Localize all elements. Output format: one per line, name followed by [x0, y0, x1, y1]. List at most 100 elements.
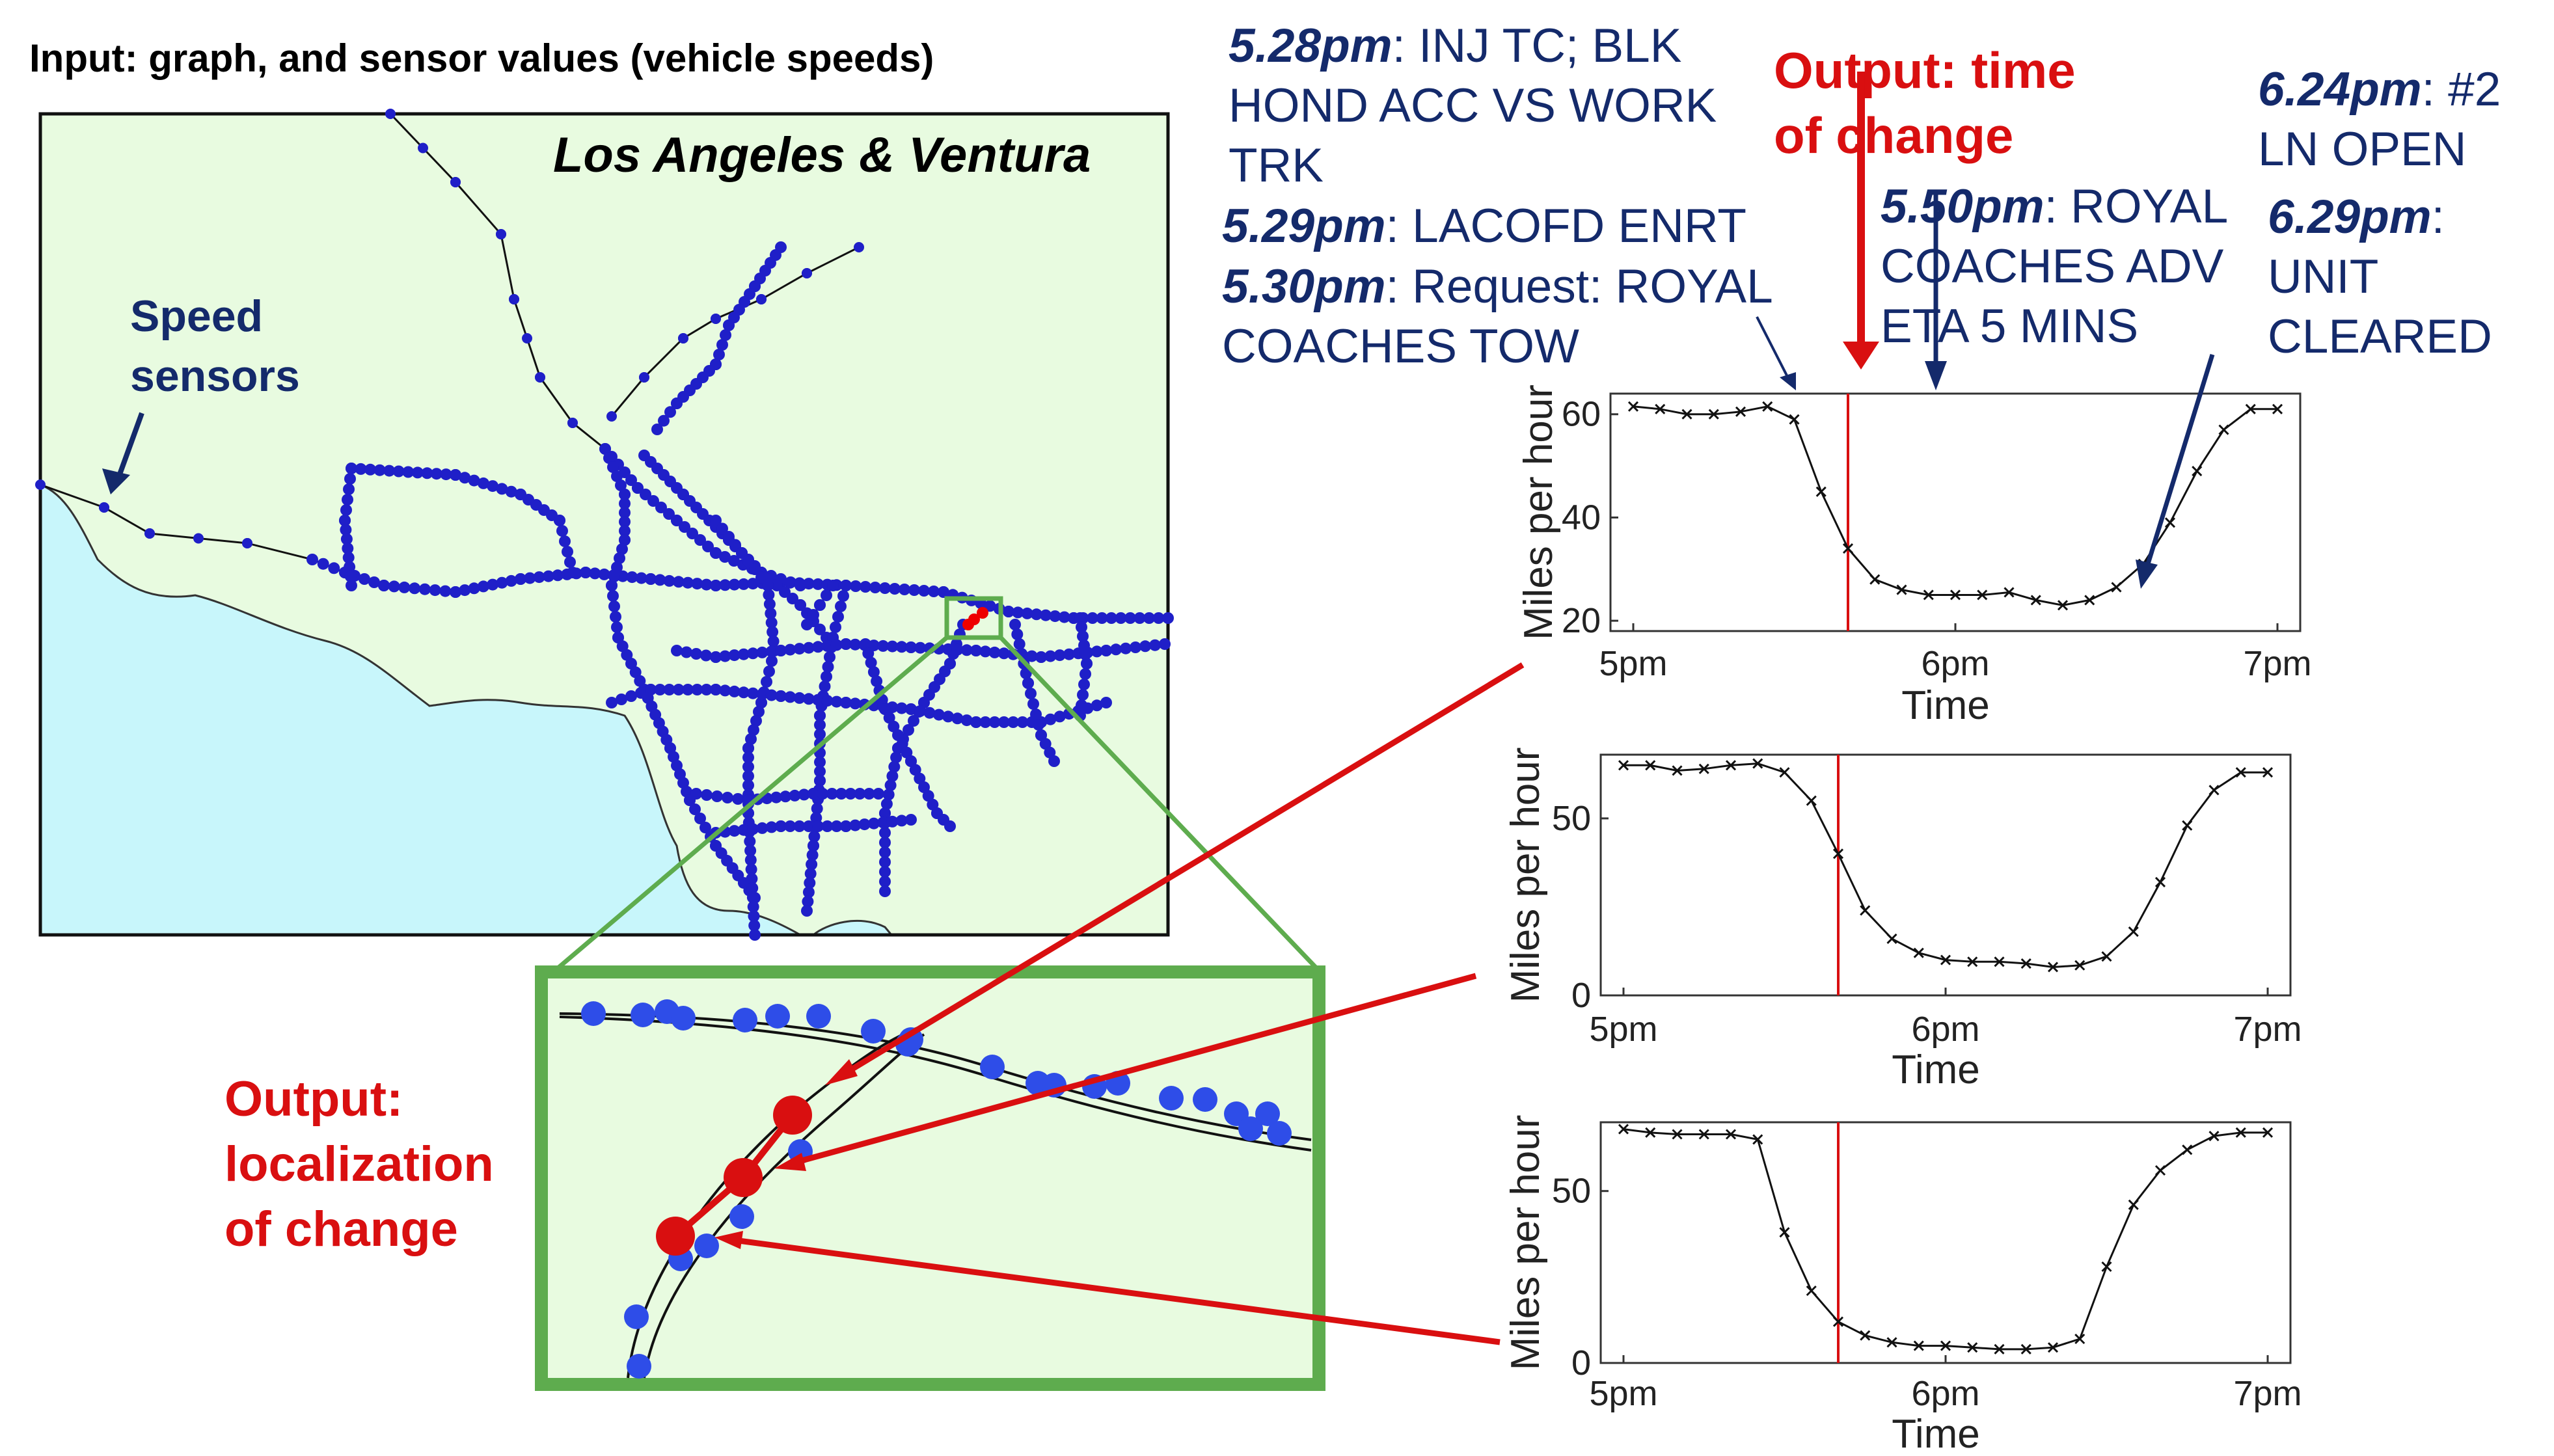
- speed-sensor-194: [663, 508, 675, 520]
- speed-sensor-347: [744, 844, 757, 857]
- chart-0-point-8: [1842, 543, 1854, 554]
- speed-sensor-157: [392, 465, 405, 478]
- speed-sensor-159: [411, 466, 424, 479]
- chart-2-point-13: [1967, 1342, 1978, 1353]
- chart-0-point-7: [1815, 486, 1827, 497]
- speed-sensor-330: [753, 706, 765, 718]
- speed-sensor-68: [580, 567, 591, 578]
- speed-sensor-120: [1012, 606, 1024, 619]
- speed-sensor-241: [629, 666, 642, 679]
- speed-sensor-79: [672, 576, 685, 588]
- speed-sensor-683: [821, 589, 832, 601]
- speed-sensor-663: [723, 319, 735, 331]
- speed-sensor-297: [779, 586, 791, 598]
- speed-sensor-193: [655, 502, 667, 513]
- zoom-sensor-6: [806, 1004, 831, 1029]
- speed-sensor-233: [608, 600, 620, 612]
- event-528-text1: : INJ TC; BLK: [1392, 20, 1682, 72]
- speed-sensor-156: [383, 465, 396, 477]
- chart-2-point-7: [1806, 1285, 1817, 1297]
- chart-1-point-19: [2128, 926, 2139, 937]
- speed-sensor-525: [895, 702, 908, 714]
- chart-2-point-23: [2235, 1127, 2246, 1138]
- speed-sensor-489: [1159, 638, 1171, 650]
- speed-sensor-679: [801, 619, 813, 630]
- speed-sensor-326: [761, 676, 772, 688]
- speed-sensor-449: [830, 639, 843, 651]
- event-629-text3: CLEARED: [2268, 310, 2492, 363]
- speed-sensor-435: [710, 651, 722, 663]
- speed-sensor-604: [1022, 677, 1034, 689]
- output-localization-label: Output: localization of change: [224, 1067, 494, 1262]
- speed-sensor-468: [979, 645, 992, 658]
- speed-sensor-238: [616, 640, 629, 653]
- speed-sensor-393: [802, 886, 815, 898]
- speed-sensor-131: [1106, 612, 1117, 624]
- speed-sensor-627: [862, 647, 875, 660]
- speed-chart-3: 5pm 6pm 7pm 0 50 Time Miles per hour: [1503, 1115, 2302, 1456]
- chart-1-point-24: [2262, 767, 2274, 778]
- speed-sensor-374: [814, 728, 826, 740]
- chart-1-ylabel: Miles per hour: [1503, 748, 1548, 1003]
- speed-sensor-5: [496, 229, 506, 239]
- chart-1-point-4: [1725, 760, 1737, 771]
- zoom-sensor-3: [671, 1006, 696, 1031]
- speed-sensor-665: [716, 339, 728, 351]
- speed-sensor-103: [869, 582, 881, 593]
- speed-sensor-496: [654, 684, 666, 695]
- speed-sensor-367: [821, 671, 832, 682]
- speed-sensor-136: [1152, 612, 1165, 624]
- speed-sensor-540: [1016, 716, 1029, 728]
- speed-sensor-237: [612, 632, 624, 643]
- speed-sensor-680: [808, 609, 819, 621]
- chart-1-point-0: [1618, 760, 1629, 771]
- event-528-text2: HOND ACC VS WORK: [1229, 79, 1717, 132]
- speed-sensor-492: [625, 690, 637, 702]
- speed-sensor-31: [193, 533, 204, 544]
- speed-sensor-437: [728, 649, 740, 662]
- chart-1-point-23: [2235, 767, 2246, 778]
- speed-sensor-8: [522, 333, 532, 344]
- speed-sensor-350: [746, 872, 758, 885]
- speed-sensor-568: [835, 788, 847, 800]
- speed-sensor-300: [795, 599, 806, 611]
- chart-1-xlabel: Time: [1892, 1047, 1979, 1092]
- zoom-inset-frame: [535, 965, 1325, 1391]
- speed-sensor-125: [1058, 611, 1070, 623]
- speed-sensor-485: [1120, 642, 1132, 654]
- speed-sensor-392: [804, 877, 816, 889]
- speed-sensor-612: [1044, 746, 1056, 759]
- arrow-chart1-to-node: [837, 662, 1525, 1079]
- chart-2-ytick-label-1: 50: [1552, 1172, 1591, 1211]
- speed-sensor-447: [812, 641, 824, 653]
- chart-0-point-16: [2057, 600, 2069, 611]
- chart-0-xlabel: Time: [1901, 683, 1989, 728]
- chart-2-xtick-label-2: 7pm: [2233, 1374, 2302, 1413]
- speed-sensor-332: [748, 724, 759, 736]
- chart-1-xtick-label-2: 7pm: [2233, 1010, 2302, 1049]
- event-530: 5.30pm: Request: ROYAL COACHES TOW: [1222, 257, 1773, 377]
- zoom-sensor-0: [581, 1001, 606, 1026]
- event-624-text2: LN OPEN: [2258, 123, 2467, 176]
- speed-sensor-303: [814, 623, 826, 636]
- speed-sensor-204: [728, 555, 740, 567]
- speed-sensor-481: [1091, 645, 1103, 658]
- speed-sensor-45: [388, 580, 400, 593]
- speed-sensor-190: [632, 482, 644, 494]
- speed-sensor-529: [923, 707, 936, 719]
- speed-sensor-25: [606, 411, 617, 422]
- speed-sensor-84: [710, 580, 722, 591]
- speed-sensor-191: [640, 489, 651, 500]
- speed-sensor-638: [896, 738, 908, 750]
- output-loc-line1: Output:: [224, 1072, 403, 1127]
- sensor-arrow-head: [102, 468, 130, 494]
- speed-sensor-153: [355, 463, 367, 475]
- speed-sensor-307: [723, 531, 735, 543]
- chart-0-point-1: [1655, 403, 1666, 414]
- event-550-text3: ETA 5 MINS: [1881, 300, 2139, 353]
- speed-sensor-69: [589, 567, 601, 580]
- speed-sensor-140: [343, 483, 355, 495]
- speed-sensor-490: [606, 697, 618, 708]
- speed-sensor-380: [814, 775, 826, 787]
- speed-sensor-475: [1035, 651, 1047, 663]
